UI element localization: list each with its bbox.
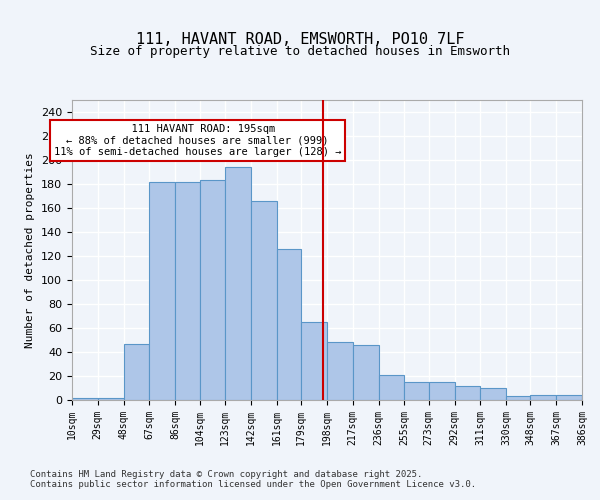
Bar — [506, 396, 530, 400]
Bar — [530, 395, 556, 400]
Bar — [353, 345, 379, 400]
Bar — [455, 386, 480, 400]
Bar — [124, 344, 149, 400]
Bar — [175, 182, 199, 400]
Text: Size of property relative to detached houses in Emsworth: Size of property relative to detached ho… — [90, 45, 510, 58]
Text: 111 HAVANT ROAD: 195sqm
← 88% of detached houses are smaller (999)
11% of semi-d: 111 HAVANT ROAD: 195sqm ← 88% of detache… — [54, 124, 341, 157]
Bar — [327, 342, 353, 400]
Bar — [379, 375, 404, 400]
Y-axis label: Number of detached properties: Number of detached properties — [25, 152, 35, 348]
Bar — [582, 396, 600, 400]
Text: Contains HM Land Registry data © Crown copyright and database right 2025.
Contai: Contains HM Land Registry data © Crown c… — [30, 470, 476, 490]
Bar — [72, 398, 98, 400]
Bar — [251, 201, 277, 400]
Bar — [199, 180, 225, 400]
Bar — [429, 382, 455, 400]
Bar — [301, 322, 327, 400]
Bar — [404, 382, 429, 400]
Bar — [98, 398, 124, 400]
Bar — [556, 395, 582, 400]
Bar — [225, 167, 251, 400]
Bar — [277, 249, 301, 400]
Bar — [480, 388, 506, 400]
Text: 111, HAVANT ROAD, EMSWORTH, PO10 7LF: 111, HAVANT ROAD, EMSWORTH, PO10 7LF — [136, 32, 464, 48]
Bar — [149, 182, 175, 400]
